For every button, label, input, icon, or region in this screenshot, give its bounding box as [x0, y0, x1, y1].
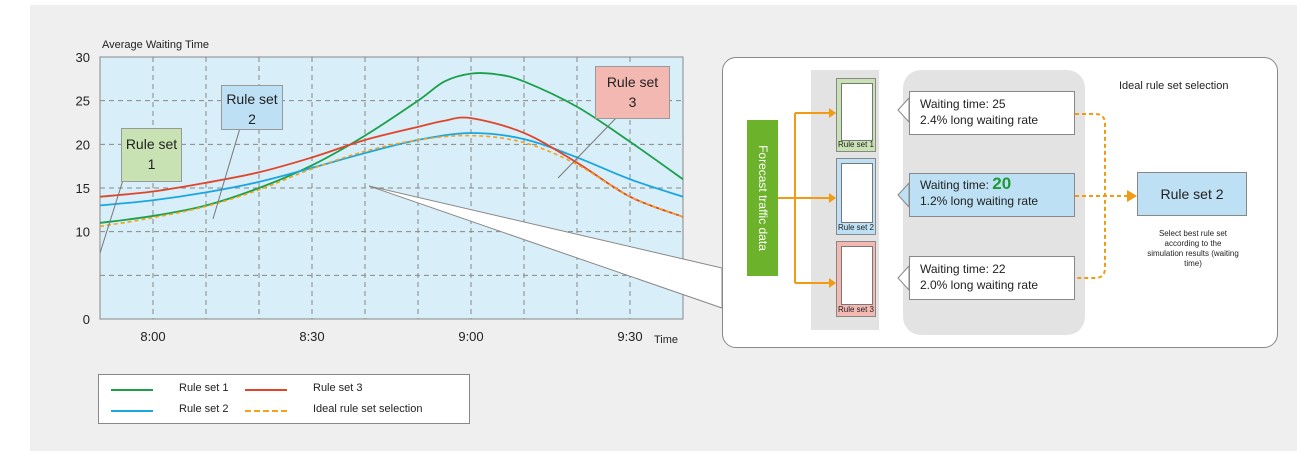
rule-set-2-label: Rule set 2 — [837, 223, 875, 232]
legend-label-ideal: Ideal rule set selection — [313, 403, 423, 415]
diagram-title: Ideal rule set selection — [1119, 80, 1229, 92]
callout-pointer-rs2 — [212, 127, 241, 220]
rule-set-3-tile: Rule set 3 — [836, 241, 876, 317]
legend-line-rs3 — [245, 389, 287, 391]
result-2-rate: 1.2% long waiting rate — [920, 194, 1039, 208]
signal-grid-icon — [841, 163, 873, 223]
y-tick-label: 0 — [83, 312, 90, 327]
x-tick-label: 9:30 — [617, 329, 642, 344]
result-3-prefix: Waiting time: — [920, 262, 993, 276]
chart-legend: Rule set 1 Rule set 3 Rule set 2 Ideal r… — [98, 374, 470, 424]
rule-set-1-label: Rule set 1 — [837, 140, 875, 149]
y-tick-label: 10 — [76, 225, 90, 240]
chart-title: Average Waiting Time — [102, 39, 209, 51]
result-1-prefix: Waiting time: — [920, 97, 993, 111]
series-line-rule-set-3 — [99, 116, 684, 218]
result-1-rate: 2.4% long waiting rate — [920, 113, 1039, 127]
x-tick-label: 8:00 — [140, 329, 165, 344]
rule-set-2-tile: Rule set 2 — [836, 158, 876, 235]
selected-rule-set: Rule set 2 — [1137, 172, 1247, 216]
callout-pointer-rs3 — [557, 116, 618, 179]
x-tick-labels: 8:00 8:30 9:00 9:30 — [140, 329, 642, 344]
legend-line-rs2 — [111, 410, 153, 412]
callout-rule-set-1: Rule set 1 — [121, 128, 182, 182]
callout-rule-set-2: Rule set 2 — [221, 85, 283, 130]
callout-pointer-rs1 — [99, 179, 124, 254]
result-1-value: 25 — [992, 97, 1006, 111]
y-tick-label: 20 — [76, 137, 90, 152]
series-line-ideal-rule-set-selection — [99, 134, 684, 228]
y-tick-label: 30 — [76, 50, 90, 65]
result-rule-set-1: Waiting time: 25 2.4% long waiting rate — [909, 91, 1075, 135]
legend-label-rs1: Rule set 1 — [179, 382, 229, 394]
signal-grid-icon — [841, 83, 873, 141]
rule-selection-diagram: Ideal rule set selection Forecast traffi… — [722, 57, 1278, 348]
result-2-value: 20 — [992, 174, 1012, 193]
x-axis-label: Time — [654, 334, 678, 346]
series-line-rule-set-2 — [99, 132, 684, 207]
x-tick-label: 8:30 — [299, 329, 324, 344]
signal-grid-icon — [841, 246, 873, 305]
y-tick-label: 15 — [76, 181, 90, 196]
result-2-prefix: Waiting time: — [920, 178, 993, 192]
result-rule-set-2: Waiting time: 20 1.2% long waiting rate — [909, 173, 1075, 217]
series-line-rule-set-1 — [99, 72, 684, 224]
callout-rule-set-3: Rule set 3 — [595, 66, 670, 119]
flow-arrows — [778, 96, 1137, 292]
legend-label-rs2: Rule set 2 — [179, 403, 229, 415]
result-3-value: 22 — [992, 262, 1006, 276]
rule-set-3-label: Rule set 3 — [837, 305, 875, 314]
x-tick-label: 9:00 — [458, 329, 483, 344]
result-3-rate: 2.0% long waiting rate — [920, 278, 1039, 292]
result-rule-set-3: Waiting time: 22 2.0% long waiting rate — [909, 256, 1075, 300]
legend-label-rs3: Rule set 3 — [313, 382, 363, 394]
y-tick-label: 25 — [76, 94, 90, 109]
legend-line-rs1 — [111, 389, 153, 391]
series-lines — [99, 72, 684, 228]
y-tick-labels: 0 10 15 20 25 30 — [76, 50, 90, 327]
selection-note: Select best rule set according to the si… — [1147, 229, 1239, 268]
legend-line-ideal — [245, 410, 287, 412]
rule-set-1-tile: Rule set 1 — [836, 78, 876, 152]
forecast-traffic-data: Forecast traffic data — [747, 120, 778, 276]
